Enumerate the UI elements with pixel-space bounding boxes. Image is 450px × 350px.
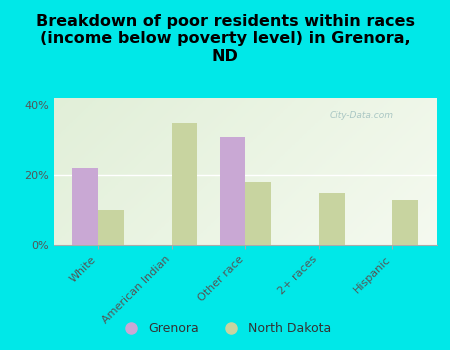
Text: Breakdown of poor residents within races
(income below poverty level) in Grenora: Breakdown of poor residents within races… xyxy=(36,14,414,64)
Bar xyxy=(220,136,245,245)
Bar xyxy=(319,193,345,245)
Bar xyxy=(172,122,198,245)
Bar xyxy=(245,182,271,245)
Bar xyxy=(98,210,124,245)
Legend: Grenora, North Dakota: Grenora, North Dakota xyxy=(113,317,337,340)
Bar xyxy=(392,199,418,245)
Bar xyxy=(72,168,98,245)
Text: City-Data.com: City-Data.com xyxy=(329,111,393,120)
